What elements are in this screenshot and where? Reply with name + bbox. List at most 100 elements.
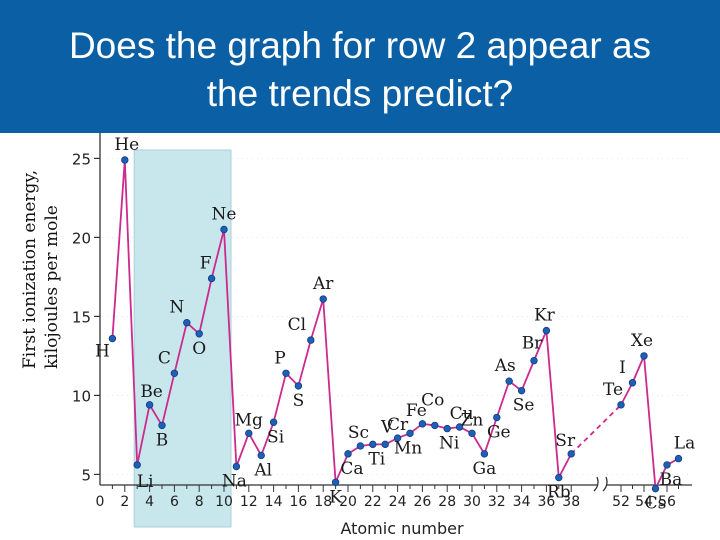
data-point bbox=[505, 377, 513, 385]
data-point bbox=[493, 413, 501, 422]
series-segment bbox=[309, 298, 325, 341]
point-label: Rb bbox=[547, 483, 571, 503]
series-segment bbox=[210, 229, 225, 279]
x-tick-label: 34 bbox=[513, 494, 531, 510]
data-point bbox=[220, 225, 228, 234]
data-point bbox=[294, 382, 303, 390]
y-tick-label: 15 bbox=[72, 308, 91, 326]
point-label: Co bbox=[421, 390, 444, 410]
series-segment bbox=[570, 404, 622, 455]
data-point bbox=[674, 454, 683, 463]
data-point bbox=[617, 401, 625, 409]
x-tick-label: 16 bbox=[289, 494, 307, 510]
title-banner: Does the graph for row 2 appear as the t… bbox=[0, 0, 720, 133]
series-segment bbox=[235, 433, 250, 467]
series-segment bbox=[260, 421, 275, 456]
data-point bbox=[567, 450, 575, 458]
series-segment bbox=[545, 330, 560, 478]
point-label: Zn bbox=[461, 410, 484, 430]
point-label: Mn bbox=[394, 438, 422, 458]
point-label: Na bbox=[222, 472, 247, 492]
x-tick-label: 30 bbox=[463, 494, 481, 510]
data-point bbox=[381, 440, 389, 449]
point-label: Te bbox=[603, 380, 623, 400]
data-point bbox=[257, 451, 265, 460]
series-segment bbox=[520, 360, 535, 392]
axis-break-mark bbox=[593, 476, 608, 492]
series-segment bbox=[322, 298, 337, 483]
point-label: V bbox=[380, 417, 394, 437]
point-label: C bbox=[158, 348, 171, 368]
data-point bbox=[121, 156, 129, 164]
point-label: Sr bbox=[555, 431, 576, 451]
point-label: Ar bbox=[312, 274, 334, 294]
y-axis-label-line1: First ionization energy, bbox=[20, 169, 40, 369]
x-tick-label: 36 bbox=[537, 494, 555, 510]
point-label: S bbox=[293, 391, 305, 411]
series-segment bbox=[148, 404, 163, 426]
chart-area: 5 10 15 20 25 0 2 4 6 8 10 12 14 16 18 20 22 24 26 28 30 32 34… bbox=[0, 133, 720, 540]
point-label: Xe bbox=[631, 331, 653, 351]
series-segment bbox=[123, 159, 139, 465]
data-point bbox=[640, 352, 648, 360]
point-label: Sc bbox=[348, 423, 369, 443]
x-tick-label: 14 bbox=[265, 494, 283, 510]
data-point bbox=[344, 450, 352, 458]
data-point bbox=[369, 440, 377, 449]
point-label: Cu bbox=[450, 404, 474, 424]
point-label: Cs bbox=[645, 494, 667, 514]
series-segment bbox=[248, 432, 262, 456]
data-point bbox=[145, 401, 154, 409]
point-label: Fe bbox=[406, 401, 427, 421]
x-tick-label: 26 bbox=[413, 494, 431, 510]
point-label: Ca bbox=[340, 459, 363, 479]
series-segment bbox=[223, 229, 238, 467]
point-label: Se bbox=[513, 396, 535, 416]
series-segment bbox=[620, 382, 634, 406]
point-label: B bbox=[156, 430, 169, 450]
point-label: Ne bbox=[212, 205, 237, 225]
x-axis-label: Atomic number bbox=[340, 519, 464, 538]
series-segment bbox=[471, 432, 486, 455]
data-point bbox=[468, 429, 476, 438]
x-tick-label: 28 bbox=[438, 494, 456, 510]
point-label: Cl bbox=[288, 315, 306, 335]
point-label: K bbox=[329, 487, 342, 507]
point-label: F bbox=[200, 253, 212, 273]
point-label: I bbox=[619, 358, 626, 378]
data-point bbox=[431, 421, 439, 430]
x-tick-label: 0 bbox=[96, 494, 105, 510]
data-point bbox=[443, 424, 451, 433]
point-label: Be bbox=[140, 382, 163, 402]
series-segment bbox=[272, 373, 287, 423]
x-tick-label: 38 bbox=[562, 494, 580, 510]
point-label: He bbox=[114, 135, 139, 155]
data-point bbox=[232, 462, 241, 471]
y-tick-label: 20 bbox=[72, 229, 91, 247]
data-point bbox=[406, 429, 414, 438]
data-point bbox=[319, 295, 327, 303]
point-label: Cr bbox=[387, 415, 409, 435]
x-tick-label: 54 bbox=[635, 494, 653, 510]
point-label: N bbox=[169, 298, 184, 318]
data-point bbox=[393, 434, 402, 442]
series-segment bbox=[483, 417, 498, 455]
x-tick-label: 12 bbox=[240, 494, 258, 510]
point-label: Br bbox=[522, 334, 543, 354]
point-label: Kr bbox=[534, 306, 556, 326]
series-segment bbox=[334, 453, 349, 483]
point-label: Si bbox=[267, 427, 285, 447]
point-label: Ni bbox=[439, 434, 460, 454]
point-label: As bbox=[494, 356, 516, 376]
series-segment bbox=[173, 322, 188, 374]
data-point bbox=[517, 386, 526, 395]
slide-title: Does the graph for row 2 appear as the t… bbox=[68, 25, 652, 114]
point-label: Li bbox=[137, 472, 154, 492]
x-tick-label: 4 bbox=[145, 494, 154, 510]
series-segment bbox=[161, 373, 176, 426]
x-tick-label: 32 bbox=[488, 494, 506, 510]
point-label: La bbox=[674, 434, 695, 454]
series-segment bbox=[111, 159, 126, 339]
data-point bbox=[245, 429, 253, 438]
